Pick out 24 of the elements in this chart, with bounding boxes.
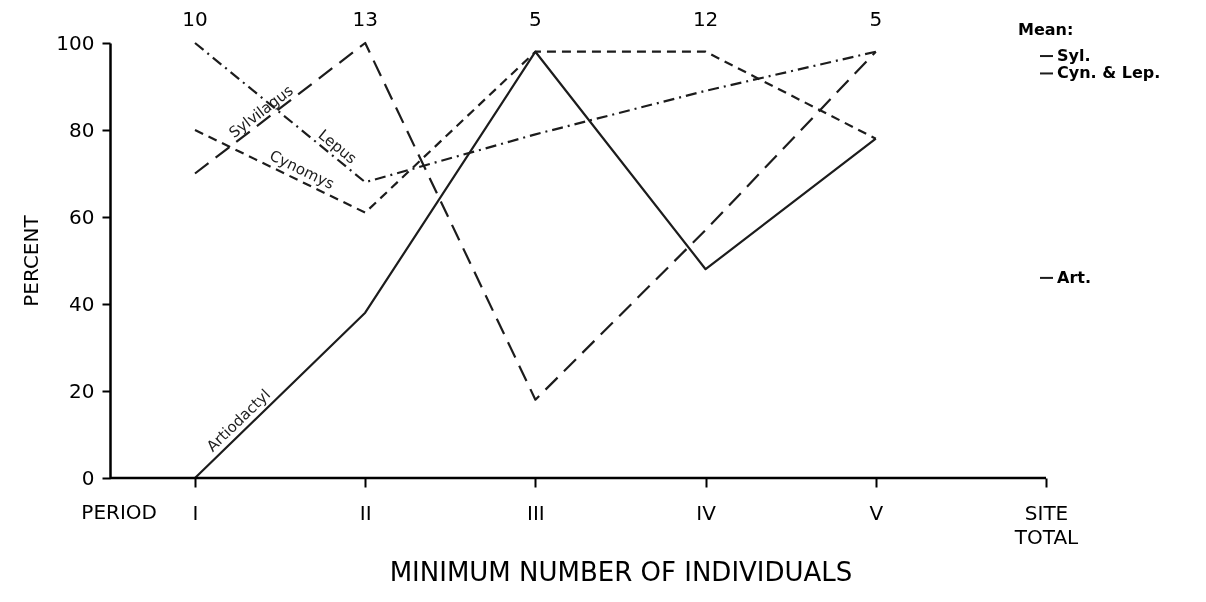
ref-line-label: Syl. <box>1057 46 1091 66</box>
text: PERIOD <box>81 500 157 524</box>
text: 5 <box>869 7 883 31</box>
x-tick-label: III <box>527 500 545 525</box>
x-tick-label: II <box>359 500 372 525</box>
x-tick-label: V <box>869 500 884 525</box>
ref-line-label: Cyn. & Lep. <box>1057 63 1161 83</box>
x-tick-label: IV <box>696 500 717 525</box>
x-tick-label: SITE TOTAL <box>1013 500 1080 549</box>
y-tick-label: 80 <box>69 117 95 142</box>
text: 12 <box>692 7 719 31</box>
text: 5 <box>529 7 542 31</box>
y-tick-label: 20 <box>69 378 95 403</box>
x-axis-title: MINIMUM NUMBER OF INDIVIDUALS <box>389 556 853 587</box>
text: Mean: <box>1018 20 1074 39</box>
x-tick-label: I <box>192 500 199 525</box>
text: 10 <box>182 7 208 31</box>
y-tick-label: 60 <box>69 204 95 229</box>
y-tick-label: 40 <box>69 291 95 316</box>
y-tick-label: 0 <box>81 465 95 490</box>
ref-line-label: Art. <box>1057 267 1091 287</box>
text: 13 <box>352 7 378 31</box>
y-tick-label: 100 <box>56 30 95 55</box>
y-axis-title: PERCENT <box>19 214 44 307</box>
